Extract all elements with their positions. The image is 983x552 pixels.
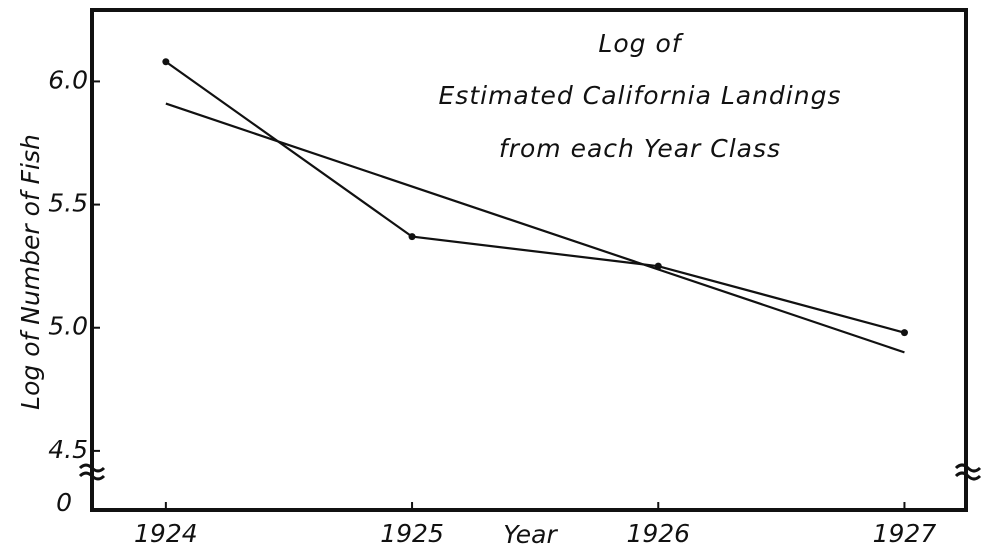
x-axis-label: Year bbox=[503, 520, 558, 549]
plot-frame bbox=[90, 8, 968, 512]
chart-title: from each Year Class bbox=[499, 134, 781, 163]
y-axis-label: Log of Number of Fish bbox=[16, 134, 45, 410]
x-tick-label: 1927 bbox=[873, 519, 937, 548]
y-tick-label: 6.0 bbox=[48, 65, 88, 94]
y-tick-label: 5.5 bbox=[48, 189, 88, 218]
series-line bbox=[165, 102, 905, 354]
point bbox=[900, 329, 908, 337]
x-tick-label: 1926 bbox=[626, 519, 690, 548]
x-tick-label: 1925 bbox=[380, 519, 444, 548]
series-line bbox=[165, 60, 905, 334]
point bbox=[162, 58, 170, 66]
point bbox=[408, 233, 416, 241]
origin-label: 0 bbox=[56, 488, 72, 517]
axis-break bbox=[78, 463, 106, 481]
chart-title: Estimated California Landings bbox=[439, 81, 842, 110]
x-tick-label: 1924 bbox=[134, 519, 198, 548]
chart-title: Log of bbox=[598, 29, 683, 58]
axis-break bbox=[954, 463, 982, 481]
y-tick-label: 4.5 bbox=[48, 435, 88, 464]
y-tick-label: 5.0 bbox=[48, 312, 88, 341]
